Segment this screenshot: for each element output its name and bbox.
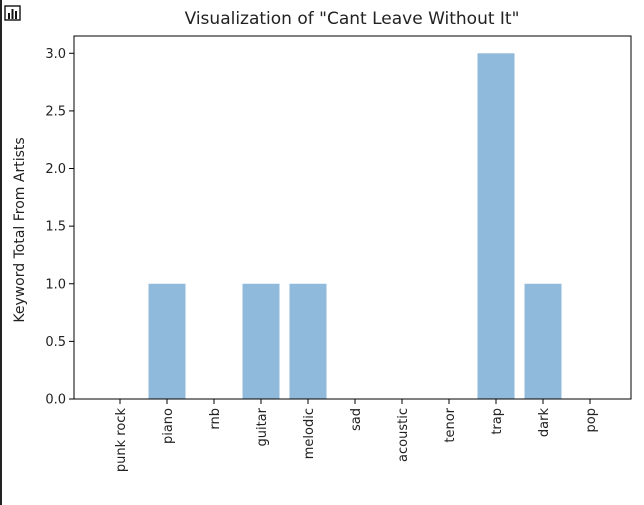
output-border	[0, 0, 2, 505]
x-tick-label: trap	[490, 408, 505, 435]
plot-frame	[73, 35, 632, 400]
bar-piano	[148, 283, 186, 399]
bar-trap	[477, 53, 515, 400]
y-tick-label: 1.5	[45, 220, 66, 235]
x-tick-label: piano	[161, 408, 176, 444]
y-tick-label: 0.5	[45, 335, 66, 350]
y-tick-label: 2.5	[45, 104, 66, 119]
x-tick-label: sad	[349, 408, 364, 431]
bar-melodic	[289, 283, 327, 399]
y-tick-label: 0.0	[45, 393, 66, 408]
x-tick-label: guitar	[255, 407, 270, 446]
y-tick-label: 1.0	[45, 277, 66, 292]
x-tick-label: rnb	[208, 408, 223, 430]
x-tick-label: pop	[584, 408, 599, 432]
chart-title: Visualization of "Cant Leave Without It"	[185, 9, 520, 29]
bar-guitar	[242, 283, 280, 399]
x-tick-label: tenor	[443, 407, 458, 442]
y-tick-label: 2.0	[45, 162, 66, 177]
bar-chart-icon[interactable]	[4, 4, 22, 22]
x-tick-label: melodic	[302, 408, 317, 459]
x-tick-label: acoustic	[396, 408, 411, 462]
y-tick-label: 3.0	[45, 47, 66, 62]
y-axis-label: Keyword Total From Artists	[12, 137, 28, 322]
x-tick-label: punk rock	[114, 408, 129, 473]
x-tick-label: dark	[537, 408, 552, 438]
bar-dark	[524, 283, 562, 399]
